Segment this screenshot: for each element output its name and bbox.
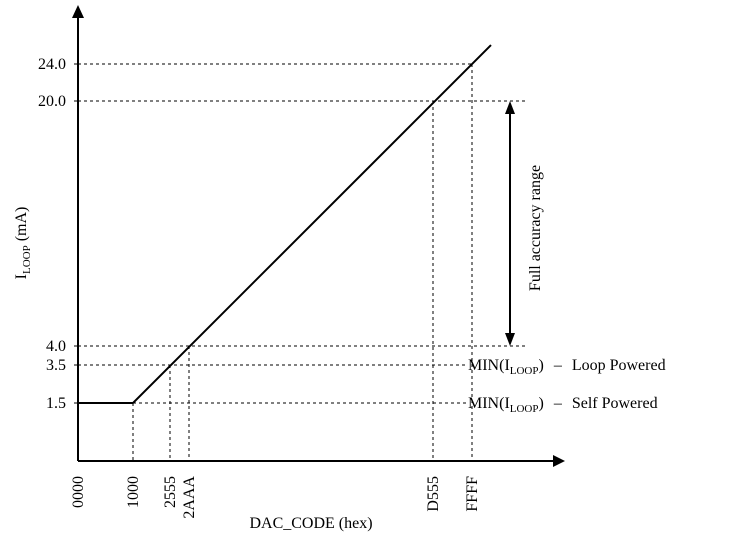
x-axis-label: DAC_CODE (hex) [249,515,372,532]
x-tick-label: 0000 [70,476,87,508]
y-axis-label-unit: (mA) [13,207,30,246]
annotation-dash: – [553,357,563,374]
y-tick-label: 3.5 [46,357,66,374]
x-axis-arrowhead [553,455,565,467]
x-tick-label: 2555 [162,476,179,508]
x-tick-labels: 0000 1000 2555 2AAA D555 FFFF [70,476,481,519]
x-tick-label: D555 [425,476,442,512]
full-accuracy-range-label: Full accuracy range [527,165,544,291]
y-tick-labels: 1.5 3.5 4.0 20.0 24.0 [38,56,78,412]
annotation-sub: LOOP [510,365,539,377]
annotation-sub: LOOP [510,403,539,415]
y-axis-label: ILOOP (mA) [13,207,33,280]
x-tick-label: 2AAA [181,476,198,519]
y-tick-label: 20.0 [38,93,66,110]
annotation-note: Self Powered [572,395,658,412]
annotation-suffix: ) [539,395,544,412]
y-tick-label: 1.5 [46,395,66,412]
range-arrow-bottom [505,333,515,346]
annotation-suffix: ) [539,357,544,374]
x-tick-label: 1000 [125,476,142,508]
range-arrow-top [505,101,515,114]
guide-lines [78,63,528,461]
axes [72,5,565,467]
annotation-prefix: MIN(I [468,395,510,412]
min-iloop-annotation: MIN(ILOOP) – Self Powered [468,395,658,415]
series-group [77,44,492,404]
annotation-dash: – [553,395,563,412]
y-axis-arrowhead [72,5,84,18]
y-tick-label: 4.0 [46,338,66,355]
x-tick-label: FFFF [464,476,481,512]
y-tick-label: 24.0 [38,56,66,73]
annotation-prefix: MIN(I [468,357,510,374]
loop-current-line [78,44,492,404]
min-iloop-annotation: MIN(ILOOP) – Loop Powered [468,357,666,377]
y-axis-label-sub: LOOP [21,245,33,274]
y-axis-label-main: I [13,274,30,279]
annotation-note: Loop Powered [572,357,666,374]
